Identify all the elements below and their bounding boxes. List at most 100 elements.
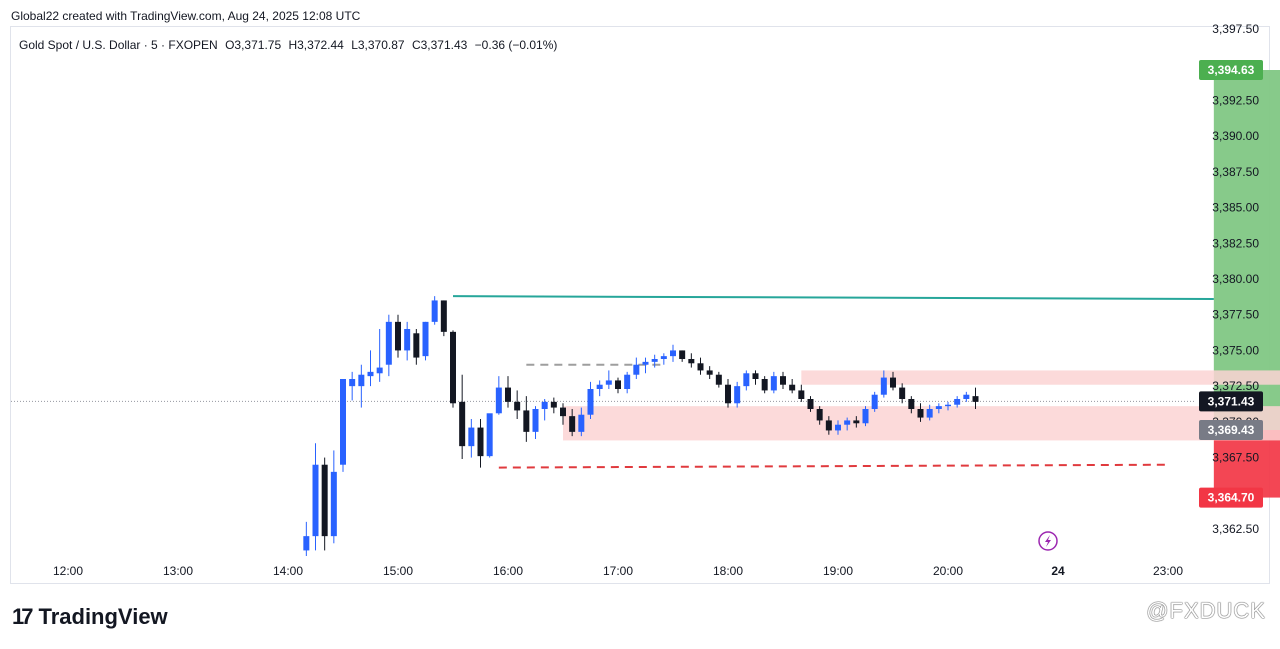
candle-body <box>715 374 722 385</box>
candle-body <box>816 409 823 421</box>
candle-body <box>477 427 484 457</box>
candle-body <box>450 331 456 404</box>
chart-attribution: Global22 created with TradingView.com, A… <box>11 9 361 23</box>
candle-body <box>825 420 832 431</box>
candle-body <box>734 386 741 404</box>
candle-body <box>890 377 896 388</box>
candle-body <box>798 390 805 399</box>
candle-body <box>780 376 786 385</box>
candle-body <box>468 427 475 447</box>
y-tick-label: 3,372.50 <box>1212 379 1259 393</box>
candle-body <box>495 387 502 414</box>
line-resistance <box>452 295 1214 300</box>
x-tick-label: 17:00 <box>603 564 633 578</box>
candle-body <box>615 380 621 389</box>
candle-body <box>505 387 511 402</box>
y-tick-label: 3,392.50 <box>1212 93 1259 107</box>
candle-body <box>660 356 667 359</box>
candle-body <box>651 359 658 362</box>
candle-body <box>725 384 731 404</box>
candle-body <box>679 350 686 359</box>
candle-body <box>752 373 759 379</box>
y-tick-label: 3,397.50 <box>1212 22 1259 36</box>
candle-body <box>303 536 310 551</box>
candle-body <box>459 401 466 447</box>
candle-body <box>871 394 878 409</box>
candle-body <box>605 380 612 385</box>
price-label-badge <box>1199 391 1263 412</box>
candle-body <box>486 413 493 457</box>
candle-body <box>963 394 970 399</box>
candle-body <box>367 371 374 377</box>
candle-body <box>523 410 530 432</box>
price-label-text: 3,394.63 <box>1208 63 1255 77</box>
candle-body <box>899 387 906 399</box>
candle-body <box>349 379 356 387</box>
ohlc-close: C3,371.43 <box>411 38 468 52</box>
candle-body <box>422 321 429 357</box>
x-tick-label: 13:00 <box>163 564 193 578</box>
zone-target <box>1213 70 1280 430</box>
candle-body <box>706 370 713 375</box>
y-tick-label: 3,390.00 <box>1212 129 1259 143</box>
x-tick-label: 24 <box>1051 564 1065 578</box>
candle-body <box>514 401 521 411</box>
candle-body <box>862 409 869 424</box>
line-support <box>498 463 1169 469</box>
y-tick-label: 3,375.00 <box>1212 343 1259 357</box>
candle-body <box>670 350 676 357</box>
y-tick-label: 3,385.00 <box>1212 201 1259 215</box>
tradingview-logo[interactable]: 17 TradingView <box>12 604 168 630</box>
candle-body <box>624 374 631 389</box>
candle-body <box>404 329 411 351</box>
candle-body <box>880 377 887 395</box>
candle-body <box>908 399 915 409</box>
candle-body <box>835 424 841 431</box>
ohlc-change: −0.36 (−0.01%) <box>474 38 558 52</box>
candle-body <box>945 404 951 407</box>
lightning-icon <box>1038 531 1058 551</box>
candle-body <box>550 401 557 408</box>
x-tick-label: 15:00 <box>383 564 413 578</box>
y-tick-label: 3,362.50 <box>1212 522 1259 536</box>
candle-body <box>972 396 979 402</box>
y-tick-label: 3,377.50 <box>1212 308 1259 322</box>
candle-body <box>578 414 585 432</box>
candle-body <box>340 379 346 465</box>
x-tick-label: 14:00 <box>273 564 303 578</box>
candle-body <box>587 389 594 415</box>
x-tick-label: 16:00 <box>493 564 523 578</box>
y-tick-label: 3,387.50 <box>1212 165 1259 179</box>
candle-body <box>770 376 777 391</box>
x-tick-label: 12:00 <box>53 564 83 578</box>
y-tick-label: 3,380.00 <box>1212 272 1259 286</box>
price-label-badge <box>1199 487 1263 508</box>
candle-body <box>330 471 337 537</box>
candle-body <box>560 407 566 417</box>
candle-body <box>541 401 548 409</box>
candle-body <box>917 409 924 418</box>
candle-body <box>376 367 383 374</box>
candle-body <box>532 409 539 432</box>
x-tick-label: 18:00 <box>713 564 743 578</box>
candle-body <box>807 399 814 409</box>
candle-body <box>321 464 328 537</box>
candle-body <box>743 373 750 387</box>
candle-body <box>633 364 640 375</box>
author-watermark: @FXDUCK <box>1146 598 1266 623</box>
symbol-name[interactable]: Gold Spot / U.S. Dollar · 5 · FXOPEN <box>19 38 218 52</box>
candle-body <box>431 300 438 322</box>
candle-body <box>385 321 392 365</box>
x-tick-label: 23:00 <box>1153 564 1183 578</box>
symbol-info: Gold Spot / U.S. Dollar · 5 · FXOPEN O3,… <box>19 38 561 52</box>
lightning-bolt <box>1045 535 1051 547</box>
candle-body <box>642 361 649 365</box>
candle-body <box>569 416 576 432</box>
candle-body <box>926 409 933 418</box>
candle-body <box>413 333 420 358</box>
candle-body <box>954 399 961 405</box>
tradingview-logo-icon: 17 <box>12 604 34 629</box>
candle-body <box>358 374 365 387</box>
candle-body <box>789 384 796 391</box>
